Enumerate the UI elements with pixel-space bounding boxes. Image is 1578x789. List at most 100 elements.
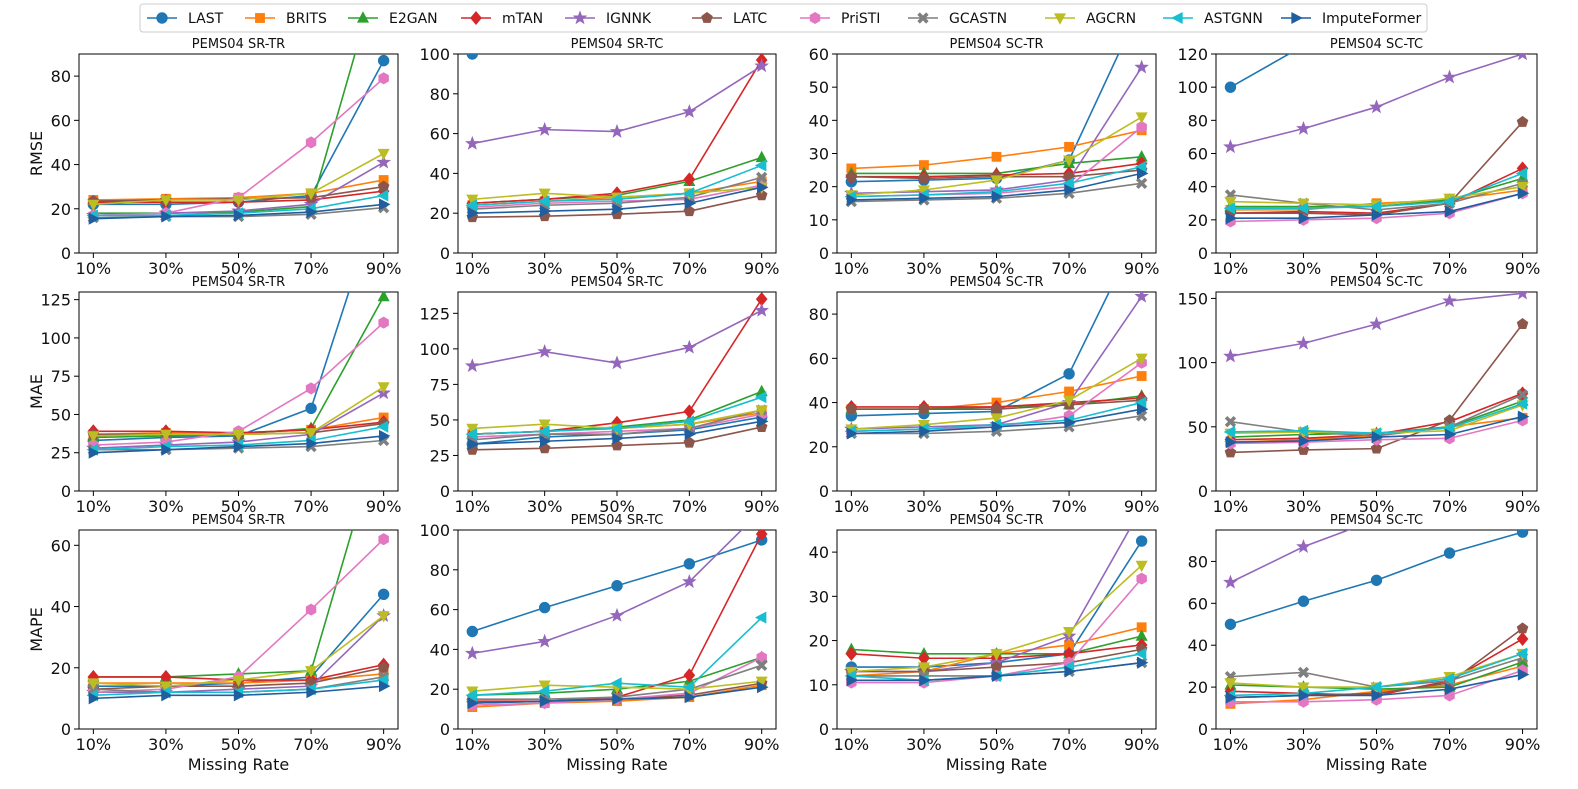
y-tick-label: 80 <box>430 561 450 580</box>
data-point-astgnn <box>1223 202 1236 215</box>
data-point-pristi <box>378 533 389 546</box>
series-line-last <box>1230 54 1291 88</box>
series-imputeformer <box>1225 410 1530 449</box>
legend-label-imputeformer: ImputeFormer <box>1322 11 1422 27</box>
data-point-agcrn <box>232 429 245 442</box>
panel-r2-c1: 0 25 50 75 100 125 10% 30% 50% 70% 90% PEMS04 SR-TR… <box>27 275 401 516</box>
data-point-last <box>1298 229 1308 239</box>
data-point-agcrn <box>1135 560 1148 573</box>
x-tick-label: 70% <box>1051 259 1087 278</box>
y-tick-label: 50 <box>51 405 71 424</box>
data-point-imputeformer <box>684 691 697 704</box>
data-point-pristi <box>305 603 317 616</box>
y-axis-label: MAE <box>27 374 46 409</box>
x-axis-label: Missing Rate <box>188 755 289 774</box>
series-latc <box>1224 318 1529 458</box>
data-point-pristi <box>378 316 389 329</box>
data-point-last <box>1516 530 1529 538</box>
data-point-imputeformer <box>919 425 931 438</box>
data-point-astgnn <box>610 193 622 206</box>
data-point-mtan <box>755 530 768 542</box>
x-tick-label: 10% <box>1213 259 1249 278</box>
data-point-imputeformer <box>467 438 480 451</box>
data-point-agcrn <box>917 662 930 674</box>
data-point-imputeformer <box>1298 434 1311 447</box>
x-tick-label: 50% <box>221 497 257 516</box>
y-tick-label: 100 <box>1177 78 1208 97</box>
legend-item-astgnn: ASTGNN <box>1163 11 1263 27</box>
x-tick-label: 50% <box>1359 259 1395 278</box>
legend-label-e2gan: E2GAN <box>389 11 438 27</box>
data-point-imputeformer <box>1517 668 1530 681</box>
x-tick-label: 10% <box>1213 735 1249 754</box>
data-point-imputeformer <box>88 446 101 459</box>
y-tick-label: 20 <box>430 680 450 699</box>
data-point-astgnn <box>754 159 767 172</box>
data-point-latc <box>377 661 390 673</box>
data-point-last <box>1224 618 1237 630</box>
x-tick-label: 50% <box>599 735 635 754</box>
data-point-astgnn <box>754 611 767 624</box>
data-point-agcrn <box>87 431 100 443</box>
x-tick-label: 90% <box>1124 259 1160 278</box>
panel-title: PEMS04 SR-TC <box>571 37 664 52</box>
y-tick-label: 40 <box>1188 178 1208 197</box>
x-tick-label: 10% <box>455 735 491 754</box>
data-point-imputeformer <box>1444 683 1457 696</box>
y-tick-label: 0 <box>1198 482 1208 501</box>
data-point-astgnn <box>376 189 389 202</box>
data-point-astgnn <box>1134 160 1147 173</box>
data-point-agcrn <box>377 382 390 394</box>
data-point-pristi <box>378 72 389 85</box>
data-point-latc <box>845 170 858 182</box>
series-agcrn <box>87 382 390 443</box>
data-point-mtan <box>683 668 696 683</box>
data-point-mtan <box>683 404 696 419</box>
x-tick-label: 70% <box>672 735 708 754</box>
data-point-ignnk <box>465 645 480 660</box>
data-point-ignnk <box>609 607 625 622</box>
panel-r3-c2: 0 20 40 60 80 100 10% 30% 50% 70% 90% PEMS04 SR-TC M… <box>419 513 779 774</box>
y-tick-label: 20 <box>1188 211 1208 230</box>
x-tick-label: 70% <box>293 259 329 278</box>
y-tick-label: 40 <box>430 640 450 659</box>
data-point-imputeformer <box>846 193 859 206</box>
data-point-astgnn <box>610 422 622 435</box>
data-point-latc <box>1224 446 1237 458</box>
data-point-agcrn <box>538 188 551 201</box>
series-line-last <box>93 60 385 206</box>
series-line-mtan <box>472 298 763 435</box>
axes-frame <box>836 291 1157 492</box>
legend-frame <box>139 3 1428 33</box>
data-point-astgnn <box>682 187 695 200</box>
y-tick-label: 20 <box>51 200 71 219</box>
data-point-imputeformer <box>467 207 480 220</box>
data-point-imputeformer <box>539 435 552 448</box>
data-point-imputeformer <box>1517 410 1530 423</box>
data-point-last <box>466 54 479 60</box>
data-point-agcrn <box>159 429 172 442</box>
legend-label-gcastn: GCASTN <box>949 11 1007 27</box>
data-point-astgnn <box>1515 167 1528 180</box>
data-point-latc <box>1516 622 1529 634</box>
panel-title: PEMS04 SC-TC <box>1330 275 1423 290</box>
legend-item-mtan: mTAN <box>461 10 543 27</box>
legend-marker-astgnn <box>1171 11 1183 25</box>
data-point-agcrn <box>377 611 390 623</box>
data-point-latc <box>1516 115 1529 127</box>
series-layer <box>844 530 1149 689</box>
x-tick-label: 90% <box>744 259 780 278</box>
data-point-agcrn <box>305 666 318 678</box>
y-tick-label: 0 <box>61 244 71 263</box>
data-point-last <box>377 588 390 600</box>
legend-label-astgnn: ASTGNN <box>1204 11 1263 27</box>
data-point-astgnn <box>610 677 622 690</box>
data-point-last <box>466 625 479 638</box>
data-point-last <box>1297 595 1310 607</box>
data-point-agcrn <box>232 195 245 207</box>
y-tick-label: 80 <box>1188 552 1208 571</box>
y-tick-label: 0 <box>1198 244 1208 263</box>
data-point-imputeformer <box>306 686 318 699</box>
data-point-last <box>683 558 696 570</box>
data-point-astgnn <box>1515 397 1528 410</box>
